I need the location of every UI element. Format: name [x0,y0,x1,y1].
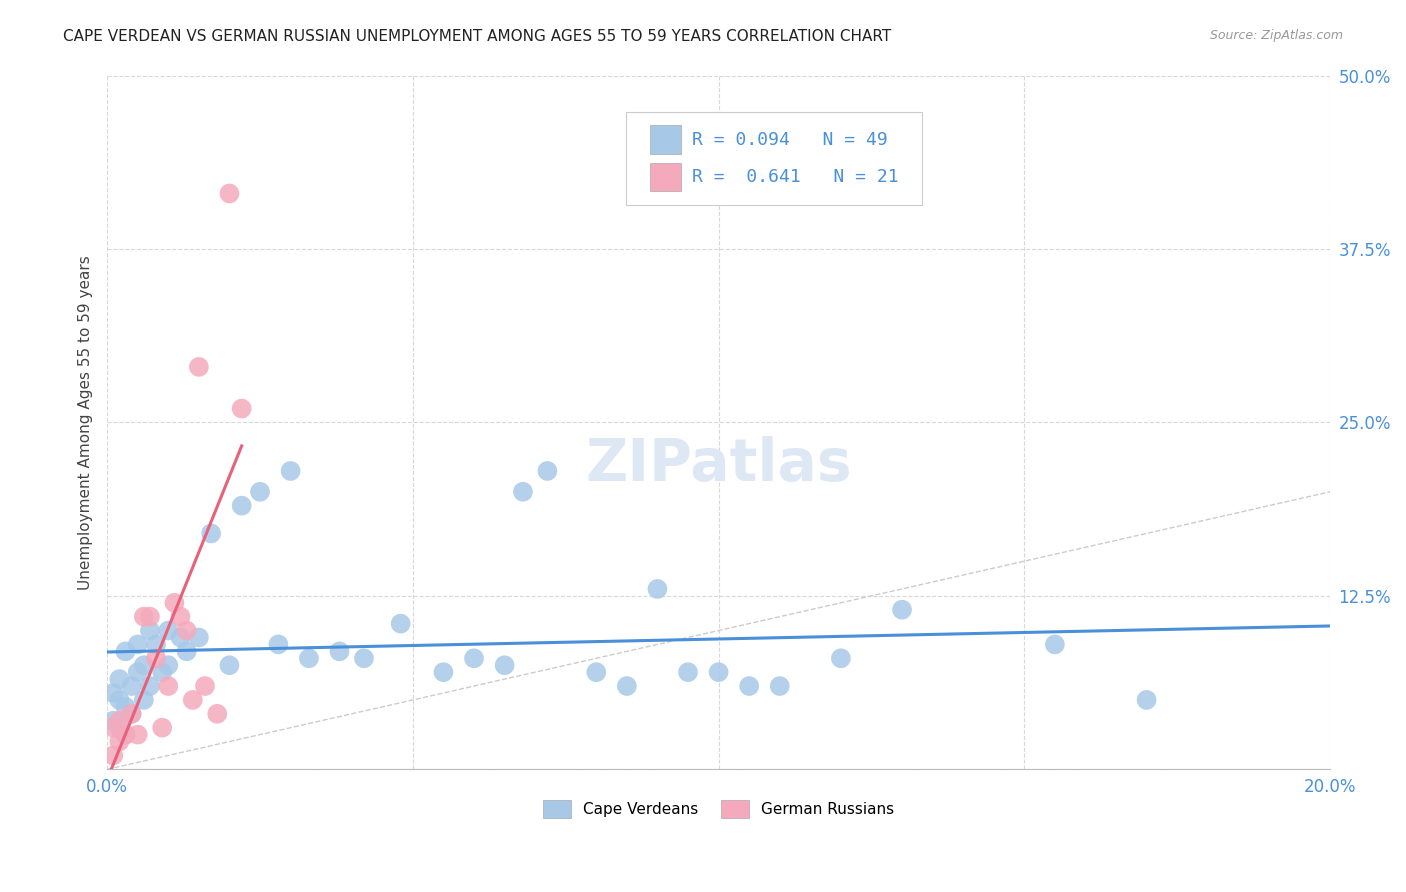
Point [205,706,228,721]
Point [200,526,222,541]
Text: Source: ZipAtlas.com: Source: ZipAtlas.com [1209,29,1343,42]
Point [103,748,125,763]
Point [108,672,131,686]
Point [132,609,155,624]
Point [169,631,191,645]
Point [132,693,155,707]
Point [218,658,240,673]
Point [231,499,253,513]
Point [145,651,167,665]
Point [139,609,162,624]
Point [121,679,143,693]
Point [121,706,143,721]
Point [114,728,136,742]
Point [157,679,180,693]
Point [298,651,321,665]
Point [218,186,240,201]
Point [494,658,516,673]
Point [616,679,638,693]
Point [328,644,350,658]
Point [231,401,253,416]
Point [707,665,730,680]
Point [127,665,149,680]
Text: CAPE VERDEAN VS GERMAN RUSSIAN UNEMPLOYMENT AMONG AGES 55 TO 59 YEARS CORRELATIO: CAPE VERDEAN VS GERMAN RUSSIAN UNEMPLOYM… [63,29,891,44]
Text: R =  0.641   N = 21: R = 0.641 N = 21 [693,168,898,186]
Point [194,679,217,693]
Point [103,721,125,735]
Point [132,658,155,673]
Point [187,631,209,645]
Point [145,637,167,651]
Point [108,721,131,735]
Point [512,484,534,499]
Point [169,609,191,624]
Point [127,728,149,742]
Point [1136,693,1159,707]
Point [150,721,173,735]
Point [676,665,699,680]
Point [769,679,792,693]
Point [108,693,131,707]
Point [114,699,136,714]
Point [163,596,186,610]
Point [108,714,131,728]
Text: ZIPatlas: ZIPatlas [585,435,852,492]
Point [647,582,669,596]
Point [176,644,198,658]
Point [108,734,131,748]
Point [103,714,125,728]
Point [139,624,162,638]
Point [389,616,412,631]
Point [150,665,173,680]
Point [267,637,290,651]
Point [127,637,149,651]
Point [738,679,761,693]
Point [280,464,302,478]
Point [157,658,180,673]
Point [830,651,852,665]
Text: R = 0.094   N = 49: R = 0.094 N = 49 [693,131,889,149]
Point [139,679,162,693]
Point [432,665,454,680]
Point [114,644,136,658]
Point [187,359,209,374]
Legend: Cape Verdeans, German Russians: Cape Verdeans, German Russians [537,794,900,824]
Point [891,603,914,617]
Point [249,484,271,499]
Point [176,624,198,638]
Point [536,464,558,478]
Point [463,651,485,665]
Point [181,693,204,707]
Point [121,706,143,721]
Y-axis label: Unemployment Among Ages 55 to 59 years: Unemployment Among Ages 55 to 59 years [79,255,93,590]
Point [157,624,180,638]
Point [114,728,136,742]
Point [353,651,375,665]
Point [103,686,125,700]
Point [585,665,607,680]
Point [1043,637,1066,651]
